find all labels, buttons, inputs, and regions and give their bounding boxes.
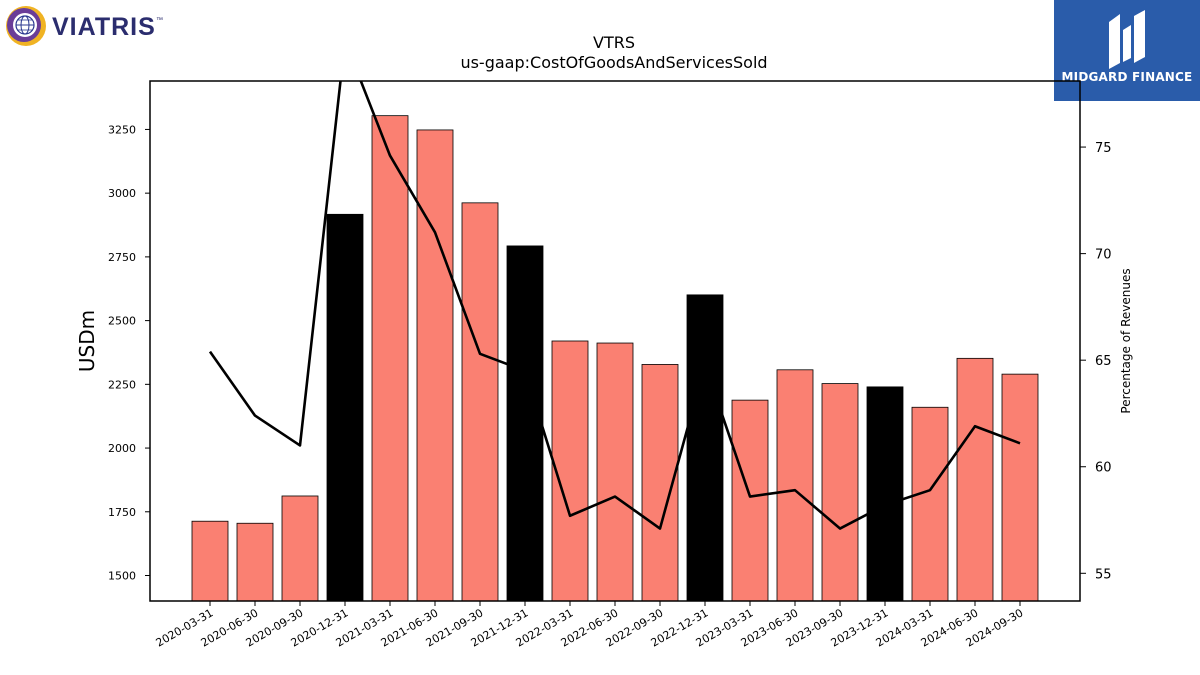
y-tick-label: 2500 xyxy=(108,315,136,328)
y-tick-label: 3000 xyxy=(108,187,136,200)
chart-subtitle: us-gaap:CostOfGoodsAndServicesSold xyxy=(460,53,767,72)
bar-series xyxy=(191,115,1039,602)
bar-2021-06-30 xyxy=(416,129,454,602)
viatris-logo: VIATRIS ™ xyxy=(4,4,174,48)
y-tick-label: 2250 xyxy=(108,378,136,391)
bar-2024-06-30 xyxy=(956,357,994,602)
viatris-globe-icon xyxy=(6,6,46,46)
y2-axis-label: Percentage of Revenues xyxy=(1119,268,1133,413)
percentage-line-series xyxy=(208,81,1021,530)
y-tick-label: 1750 xyxy=(108,506,136,519)
y2-tick-label: 70 xyxy=(1095,248,1112,263)
y-tick-label: 3250 xyxy=(108,123,136,136)
y2-tick-label: 55 xyxy=(1095,567,1112,582)
midgard-mark-icon xyxy=(1109,10,1145,69)
bar-2024-09-30 xyxy=(1001,373,1039,602)
x-axis-ticks: 2020-03-312020-06-302020-09-302020-12-31… xyxy=(154,601,1026,650)
bar-2021-03-31 xyxy=(371,115,409,602)
y2-tick-label: 75 xyxy=(1095,141,1112,156)
bar-2023-06-30 xyxy=(776,369,814,602)
y-axis-label: USDm xyxy=(75,310,99,372)
bar-2024-03-31 xyxy=(911,406,949,602)
midgard-logo-text: MIDGARD FINANCE xyxy=(1061,70,1193,84)
bar-2022-12-31 xyxy=(686,294,724,602)
y-tick-label: 2000 xyxy=(108,442,136,455)
bar-2021-12-31 xyxy=(506,245,544,602)
y2-tick-label: 65 xyxy=(1095,354,1112,369)
y-tick-label: 2750 xyxy=(108,251,136,264)
viatris-trademark: ™ xyxy=(156,17,163,24)
viatris-logo-text: VIATRIS xyxy=(52,13,156,41)
bar-2020-03-31 xyxy=(191,520,229,602)
bar-2020-12-31 xyxy=(326,213,364,602)
bar-2020-09-30 xyxy=(281,495,319,602)
bar-2020-06-30 xyxy=(236,522,274,602)
bar-2021-09-30 xyxy=(461,202,499,602)
bar-2023-03-31 xyxy=(731,399,769,602)
y2-axis-ticks: 55 60 65 70 75 xyxy=(1080,141,1112,582)
bar-2022-03-31 xyxy=(551,340,589,602)
y-tick-label: 1500 xyxy=(108,570,136,583)
bar-2022-06-30 xyxy=(596,342,634,602)
chart-title: VTRS xyxy=(593,33,635,52)
midgard-finance-logo: MIDGARD FINANCE xyxy=(1054,0,1200,101)
bar-2023-09-30 xyxy=(821,383,859,602)
y2-tick-label: 60 xyxy=(1095,461,1112,476)
bar-2023-12-31 xyxy=(866,386,904,602)
y-axis-ticks: 1500 1750 2000 2250 2500 2750 3000 3250 xyxy=(108,123,150,583)
percentage-line xyxy=(208,81,1021,530)
